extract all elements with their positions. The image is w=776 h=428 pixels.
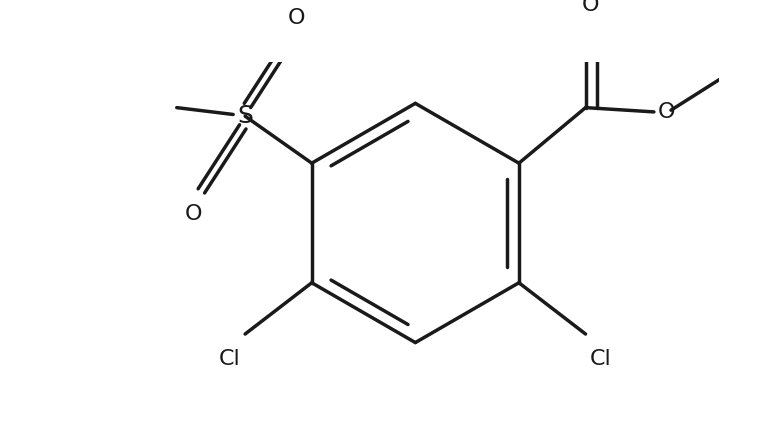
Text: O: O [657, 102, 675, 122]
Text: O: O [582, 0, 599, 15]
Text: Cl: Cl [219, 349, 241, 369]
Text: S: S [237, 104, 253, 128]
Text: O: O [185, 204, 203, 224]
Text: O: O [288, 8, 305, 28]
Text: Cl: Cl [590, 349, 611, 369]
